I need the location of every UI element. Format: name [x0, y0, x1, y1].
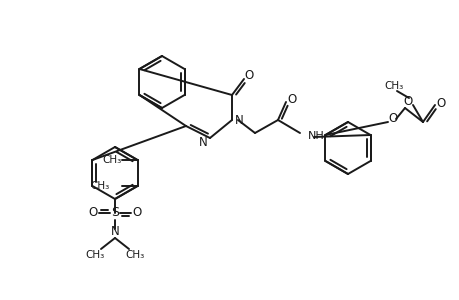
Text: O: O: [436, 97, 445, 110]
Text: CH₃: CH₃: [384, 81, 403, 91]
Text: N: N: [198, 136, 207, 149]
Text: O: O: [244, 68, 253, 82]
Text: CH₃: CH₃: [90, 181, 109, 191]
Text: O: O: [403, 94, 412, 107]
Text: O: O: [387, 112, 397, 125]
Text: O: O: [88, 206, 97, 220]
Text: O: O: [132, 206, 141, 220]
Text: N: N: [234, 113, 243, 127]
Text: N: N: [110, 226, 119, 238]
Text: CH₃: CH₃: [102, 155, 121, 165]
Text: O: O: [287, 92, 296, 106]
Text: CH₃: CH₃: [125, 250, 144, 260]
Text: CH₃: CH₃: [85, 250, 104, 260]
Text: S: S: [111, 206, 119, 220]
Text: NH: NH: [308, 131, 324, 141]
